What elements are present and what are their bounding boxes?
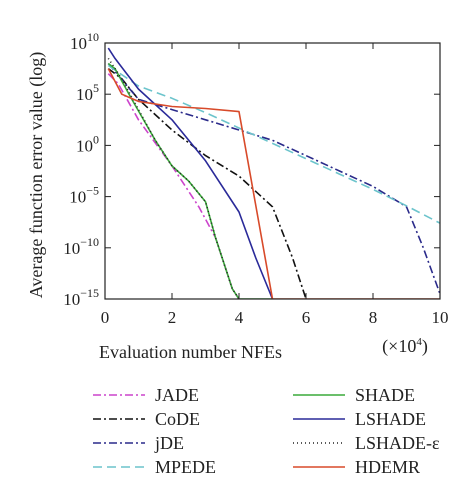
legend-entry: CoDE	[93, 409, 200, 429]
x-tick-label: 0	[101, 308, 110, 327]
x-tick-label: 6	[302, 308, 311, 327]
legend: JADE CoDE jDE MPEDE SHADE LSHADE LSHADE-ε HDEMR	[93, 385, 440, 477]
legend-entry: SHADE	[293, 385, 415, 405]
x-multiplier-base: (×10	[382, 336, 416, 357]
x-tick-label: 2	[168, 308, 177, 327]
legend-entry: LSHADE	[293, 409, 426, 429]
legend-label: LSHADE-ε	[355, 433, 440, 453]
legend-label: MPEDE	[155, 457, 216, 477]
legend-entry: HDEMR	[293, 457, 420, 477]
legend-entry: MPEDE	[93, 457, 216, 477]
series-line-4	[107, 62, 273, 299]
y-axis-label: Average function error value (log)	[26, 52, 47, 299]
y-tick-exponent: 5	[93, 81, 99, 95]
series-line-1	[107, 67, 307, 299]
y-tick-label: 105	[76, 81, 99, 104]
x-multiplier-exponent: 4	[416, 336, 422, 348]
axis-labels: 0 2 4 6 8 10101010510010−510−1010−15Evaluatio…	[26, 30, 449, 362]
legend-label: SHADE	[355, 385, 415, 405]
y-tick-base: 10	[76, 85, 93, 104]
y-tick-exponent: −15	[80, 286, 99, 300]
series-line-7	[107, 68, 440, 299]
legend-label: JADE	[155, 385, 199, 405]
y-tick-exponent: −10	[80, 235, 99, 249]
y-tick-base: 10	[63, 239, 80, 258]
legend-entry: JADE	[93, 385, 199, 405]
y-tick-label: 100	[76, 132, 99, 155]
legend-label: HDEMR	[355, 457, 420, 477]
y-tick-label: 10−5	[69, 184, 99, 207]
x-axis-label: Evaluation number NFEs	[99, 342, 282, 362]
series-line-6	[107, 57, 240, 299]
x-multiplier-label: (×104)	[382, 336, 428, 357]
y-tick-base: 10	[69, 188, 86, 207]
y-tick-base: 10	[76, 136, 93, 155]
y-tick-base: 10	[70, 34, 87, 53]
legend-label: jDE	[154, 433, 184, 453]
y-tick-exponent: 0	[93, 132, 99, 146]
legend-label: CoDE	[155, 409, 200, 429]
legend-entry: jDE	[93, 433, 184, 453]
series-line-3	[107, 64, 440, 224]
y-tick-label: 10−10	[63, 235, 99, 258]
axes	[104, 42, 441, 300]
series-line-5	[107, 47, 274, 299]
series-line-2	[107, 62, 440, 295]
y-tick-exponent: 10	[87, 30, 99, 44]
x-tick-label: 8	[369, 308, 378, 327]
y-tick-label: 10−15	[63, 286, 99, 309]
x-tick-label: 4	[235, 308, 244, 327]
y-tick-base: 10	[63, 290, 80, 309]
series-line-0	[107, 73, 240, 299]
legend-entry: LSHADE-ε	[293, 433, 440, 453]
x-multiplier-close: )	[422, 336, 428, 357]
y-tick-label: 1010	[70, 30, 99, 53]
plot-frame	[104, 42, 441, 300]
x-tick-label: 10	[432, 308, 449, 327]
series-lines	[107, 47, 440, 299]
y-tick-exponent: −5	[86, 184, 99, 198]
legend-label: LSHADE	[355, 409, 426, 429]
